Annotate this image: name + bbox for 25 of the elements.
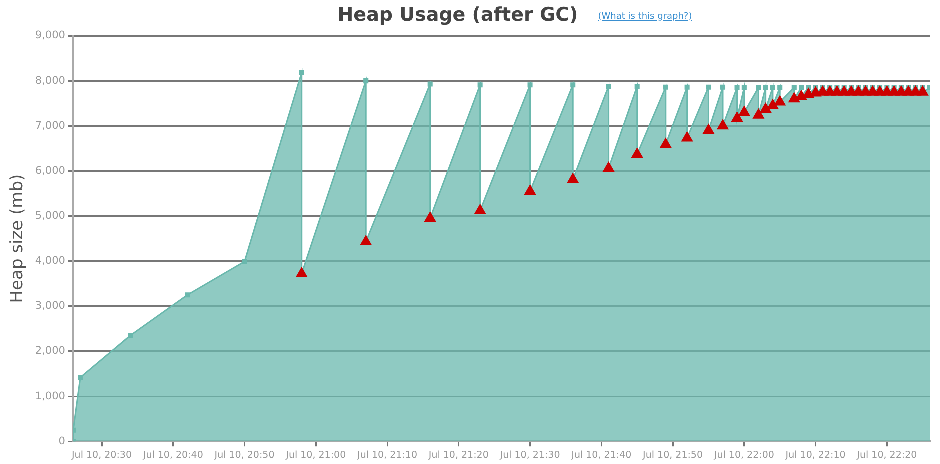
x-tick-label: Jul 10, 22:00 [713,450,774,461]
x-tick-label: Jul 10, 21:20 [428,450,489,461]
y-tick-label: 5,000 [35,210,66,222]
y-tick-label: 6,000 [35,164,66,177]
x-tick-label: Jul 10, 20:50 [214,450,275,461]
x-tick-label: Jul 10, 21:30 [499,450,560,461]
y-tick-label: 7,000 [35,120,66,132]
y-tick-label: 9,000 [35,30,66,42]
y-tick-label: 2,000 [35,345,66,358]
x-tick-label: Jul 10, 21:10 [356,450,418,461]
x-tick-label: Jul 10, 20:30 [71,450,132,461]
x-tick-label: Jul 10, 21:40 [570,450,632,461]
x-tick-label: Jul 10, 21:50 [642,450,704,461]
y-tick-label: 4,000 [35,255,66,268]
x-tick-label: Jul 10, 22:20 [856,450,918,461]
chart-title: Heap Usage (after GC) [338,4,578,26]
x-tick-label: Jul 10, 20:40 [142,450,204,461]
y-tick-label: 0 [58,435,66,448]
y-tick-label: 3,000 [35,300,66,312]
x-tick-label: Jul 10, 21:00 [285,450,346,461]
text: (What is this graph?) [598,12,692,22]
y-tick-label: 8,000 [35,74,66,87]
y-axis-title: Heap size (mb) [8,174,28,304]
x-tick-label: Jul 10, 22:10 [784,450,846,461]
y-tick-label: 1,000 [35,390,66,402]
